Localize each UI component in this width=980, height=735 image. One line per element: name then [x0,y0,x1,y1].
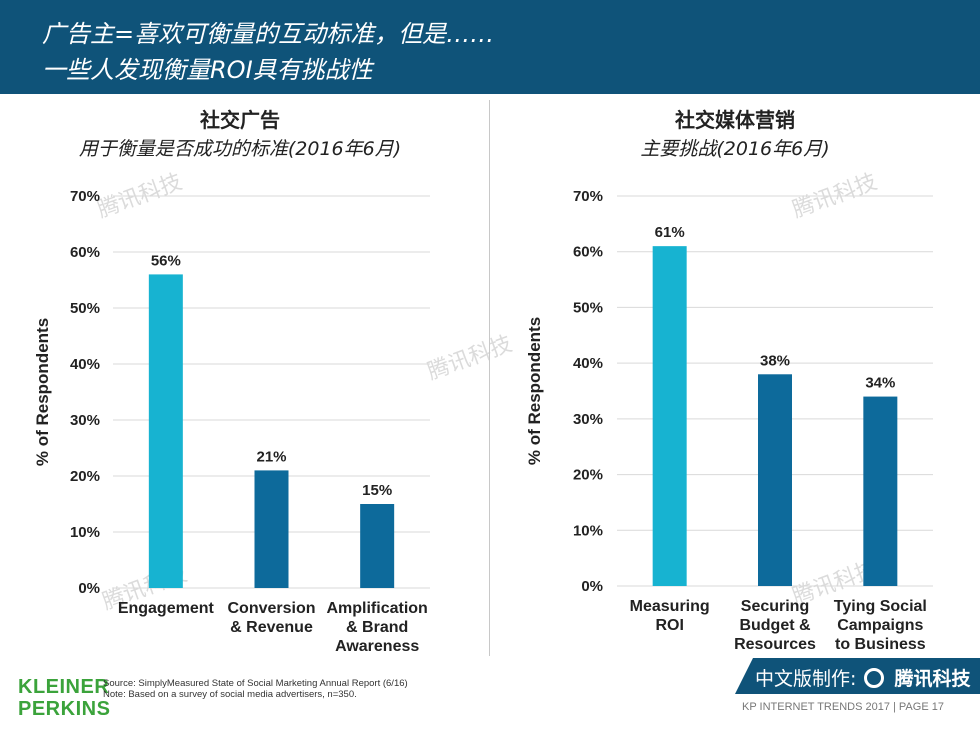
right-bar-chart: 0% 10% 20% 30% 40% 50% 60% 70% % of Respondents 6… [525,188,933,653]
credit-label: 中文版制作: [755,668,857,690]
y-tick-label: 20% [573,467,603,484]
y-tick-label: 50% [70,300,100,317]
right-chart-subtitle: 主要挑战(2016年6月) [640,138,830,160]
source-note: Source: SimplyMeasured State of Social M… [103,678,408,700]
y-tick-label: 10% [70,524,100,541]
x-category-label: Conversion & Revenue [227,600,315,636]
credit-brand: 腾讯科技 [894,668,971,690]
x-category-label: Tying Social Campaigns to Business [834,598,927,653]
panel-divider [489,100,490,656]
y-axis-title: % of Respondents [33,318,52,466]
x-category-label-line: Campaigns [837,617,923,634]
y-axis-title: % of Respondents [525,317,544,465]
bar [254,470,289,588]
x-category-label: Engagement [118,600,215,617]
translation-credit-band [735,658,980,694]
slide-title-line1: 广告主=喜欢可衡量的互动标准，但是…… [42,20,495,48]
y-tick-label: 40% [573,355,603,372]
bar [360,504,395,588]
right-chart-title: 社交媒体营销 [675,108,795,132]
x-category-label-line: Conversion [227,600,315,617]
x-category-label-line: Resources [734,636,816,653]
note-line: Note: Based on a survey of social media … [103,689,357,700]
y-tick-label: 70% [70,188,100,205]
kleiner-perkins-logo: KLEINER PERKINS [18,676,111,720]
y-tick-label: 30% [70,412,100,429]
x-category-label-line: Awareness [335,638,419,655]
x-category-label: Securing Budget & Resources [734,598,816,653]
data-label: 15% [362,482,392,499]
y-tick-label: 0% [78,580,100,597]
data-label: 61% [655,224,685,241]
data-label: 21% [256,448,286,465]
x-category-label-line: Budget & [739,617,811,634]
x-category-label-line: Tying Social [834,598,927,615]
data-label: 34% [865,375,895,392]
y-tick-label: 70% [573,188,603,205]
x-category-label-line: Engagement [118,600,215,617]
left-chart-title: 社交广告 [200,108,280,132]
x-category-label-line: Measuring [630,598,710,615]
y-tick-label: 40% [70,356,100,373]
y-tick-label: 60% [573,244,603,261]
y-tick-label: 20% [70,468,100,485]
y-tick-label: 30% [573,411,603,428]
x-category-label-line: Amplification [326,600,427,617]
page-footer-text: KP INTERNET TRENDS 2017 | PAGE 17 [742,701,944,713]
y-tick-label: 60% [70,244,100,261]
bar [758,374,792,586]
x-category-label-line: & Revenue [230,619,313,636]
left-bar-chart: 0% 10% 20% 30% 40% 50% 60% 70% % of Respondents 5… [33,188,430,655]
bar [863,396,898,586]
x-category-label-line: & Brand [346,619,408,636]
x-category-label-line: Securing [741,598,809,615]
source-line: Source: SimplyMeasured State of Social M… [103,678,408,689]
slide-title-line2: 一些人发现衡量ROI具有挑战性 [42,56,373,84]
tencent-logo-icon [864,668,885,688]
translation-credit: 中文版制作: 腾讯科技 [755,664,971,691]
x-category-label-line: ROI [655,617,683,634]
title-banner: 广告主=喜欢可衡量的互动标准，但是…… 一些人发现衡量ROI具有挑战性 [0,0,980,94]
bar [652,246,687,586]
data-label: 38% [760,352,790,369]
left-chart-subtitle: 用于衡量是否成功的标准(2016年6月) [78,138,402,160]
x-category-label-line: to Business [835,636,926,653]
bar [148,274,183,588]
y-tick-label: 0% [581,578,603,595]
data-label: 56% [151,252,181,269]
y-tick-label: 10% [573,522,603,539]
x-category-label: Measuring ROI [630,598,710,634]
y-tick-label: 50% [573,299,603,316]
x-category-label: Amplification & Brand Awareness [326,600,427,655]
